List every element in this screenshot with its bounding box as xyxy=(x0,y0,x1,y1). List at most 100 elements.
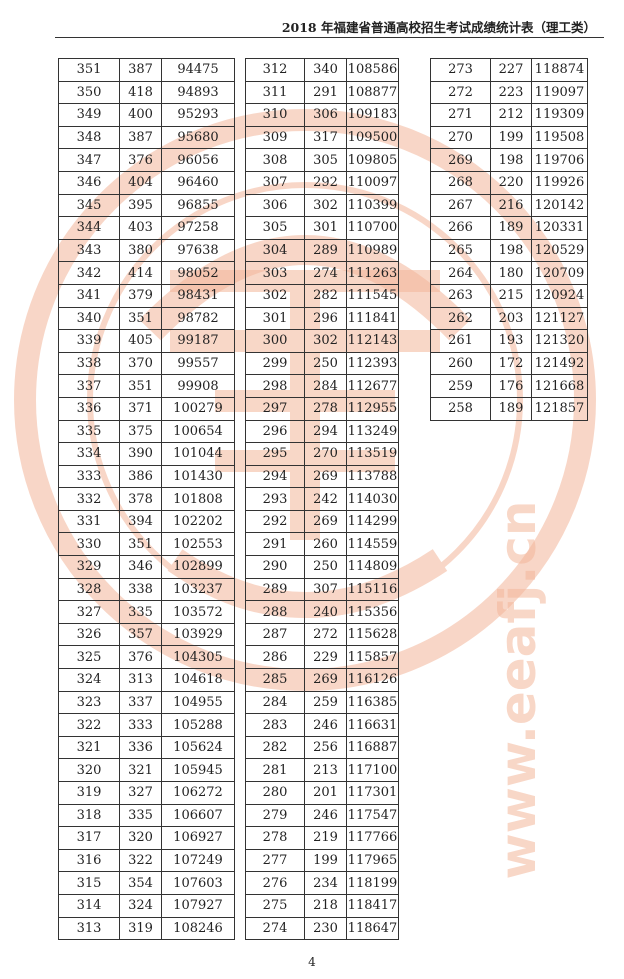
score-cell: 293 xyxy=(245,487,305,511)
cumulative-cell: 108246 xyxy=(161,916,235,941)
cumulative-cell: 103572 xyxy=(161,600,235,624)
cumulative-cell: 120709 xyxy=(531,261,588,285)
cumulative-cell: 103929 xyxy=(161,622,235,647)
score-cell: 322 xyxy=(58,713,120,737)
count-cell: 351 xyxy=(119,374,162,398)
score-cell: 337 xyxy=(58,374,120,398)
table-row: 345 395 96855 xyxy=(58,193,235,218)
count-cell: 212 xyxy=(490,103,532,127)
score-cell: 351 xyxy=(58,58,120,82)
table-row: 300 302 112143 xyxy=(245,329,399,353)
count-cell: 220 xyxy=(490,170,532,195)
count-cell: 270 xyxy=(304,442,347,466)
table-row: 286 229 115857 xyxy=(245,645,399,670)
score-cell: 262 xyxy=(430,306,491,331)
count-cell: 213 xyxy=(304,758,347,782)
count-cell: 319 xyxy=(119,916,162,941)
count-cell: 301 xyxy=(304,216,347,240)
cumulative-cell: 102202 xyxy=(161,509,235,534)
cumulative-cell: 109183 xyxy=(346,103,399,127)
table-row: 342 414 98052 xyxy=(58,261,235,285)
score-cell: 325 xyxy=(58,645,120,670)
count-cell: 246 xyxy=(304,713,347,737)
score-cell: 348 xyxy=(58,125,120,150)
count-cell: 395 xyxy=(119,193,162,218)
score-cell: 339 xyxy=(58,329,120,353)
table-row: 311 291 108877 xyxy=(245,80,399,105)
score-cell: 338 xyxy=(58,351,120,376)
count-cell: 176 xyxy=(490,374,532,398)
count-cell: 302 xyxy=(304,329,347,353)
table-row: 338 370 99557 xyxy=(58,351,235,376)
cumulative-cell: 102553 xyxy=(161,532,235,557)
score-cell: 321 xyxy=(58,735,120,760)
cumulative-cell: 106607 xyxy=(161,803,235,828)
score-cell: 278 xyxy=(245,826,305,850)
cumulative-cell: 98052 xyxy=(161,261,235,285)
score-cell: 286 xyxy=(245,645,305,670)
score-cell: 319 xyxy=(58,781,120,805)
page-number: 4 xyxy=(308,955,316,969)
table-row: 306 302 110399 xyxy=(245,193,399,218)
table-row: 267 216 120142 xyxy=(430,193,588,218)
table-row: 295 270 113519 xyxy=(245,442,399,466)
cumulative-cell: 113249 xyxy=(346,419,399,444)
cumulative-cell: 94893 xyxy=(161,80,235,105)
score-table-2: 312 340 108586 311 291 108877 310 306 109183 309 3… xyxy=(245,58,399,941)
cumulative-cell: 117301 xyxy=(346,781,399,805)
table-row: 329 346 102899 xyxy=(58,555,235,579)
count-cell: 269 xyxy=(304,509,347,534)
score-cell: 279 xyxy=(245,803,305,828)
count-cell: 357 xyxy=(119,622,162,647)
table-row: 270 199 119508 xyxy=(430,125,588,150)
count-cell: 394 xyxy=(119,509,162,534)
count-cell: 302 xyxy=(304,193,347,218)
table-row: 327 335 103572 xyxy=(58,600,235,624)
cumulative-cell: 112143 xyxy=(346,329,399,353)
count-cell: 246 xyxy=(304,803,347,828)
table-row: 283 246 116631 xyxy=(245,713,399,737)
cumulative-cell: 112677 xyxy=(346,374,399,398)
count-cell: 234 xyxy=(304,871,347,895)
table-row: 317 320 106927 xyxy=(58,826,235,850)
cumulative-cell: 111545 xyxy=(346,283,399,308)
table-row: 288 240 115356 xyxy=(245,600,399,624)
table-row: 334 390 101044 xyxy=(58,442,235,466)
table-row: 259 176 121668 xyxy=(430,374,588,398)
score-cell: 275 xyxy=(245,893,305,918)
count-cell: 269 xyxy=(304,668,347,692)
cumulative-cell: 115356 xyxy=(346,600,399,624)
score-cell: 298 xyxy=(245,374,305,398)
count-cell: 218 xyxy=(304,893,347,918)
count-cell: 242 xyxy=(304,487,347,511)
table-row: 305 301 110700 xyxy=(245,216,399,240)
score-cell: 280 xyxy=(245,781,305,805)
cumulative-cell: 110989 xyxy=(346,238,399,263)
table-row: 284 259 116385 xyxy=(245,690,399,715)
table-row: 299 250 112393 xyxy=(245,351,399,376)
count-cell: 291 xyxy=(304,80,347,105)
count-cell: 337 xyxy=(119,690,162,715)
score-cell: 260 xyxy=(430,351,491,376)
cumulative-cell: 113519 xyxy=(346,442,399,466)
count-cell: 333 xyxy=(119,713,162,737)
table-row: 341 379 98431 xyxy=(58,283,235,308)
table-row: 347 376 96056 xyxy=(58,148,235,172)
table-row: 293 242 114030 xyxy=(245,487,399,511)
count-cell: 387 xyxy=(119,125,162,150)
score-cell: 346 xyxy=(58,170,120,195)
table-row: 266 189 120331 xyxy=(430,216,588,240)
score-cell: 265 xyxy=(430,238,491,263)
cumulative-cell: 100654 xyxy=(161,419,235,444)
cumulative-cell: 120924 xyxy=(531,283,588,308)
cumulative-cell: 118647 xyxy=(346,916,399,941)
count-cell: 327 xyxy=(119,781,162,805)
count-cell: 230 xyxy=(304,916,347,941)
cumulative-cell: 106272 xyxy=(161,781,235,805)
cumulative-cell: 95293 xyxy=(161,103,235,127)
count-cell: 198 xyxy=(490,238,532,263)
table-row: 298 284 112677 xyxy=(245,374,399,398)
count-cell: 380 xyxy=(119,238,162,263)
table-row: 332 378 101808 xyxy=(58,487,235,511)
cumulative-cell: 101044 xyxy=(161,442,235,466)
